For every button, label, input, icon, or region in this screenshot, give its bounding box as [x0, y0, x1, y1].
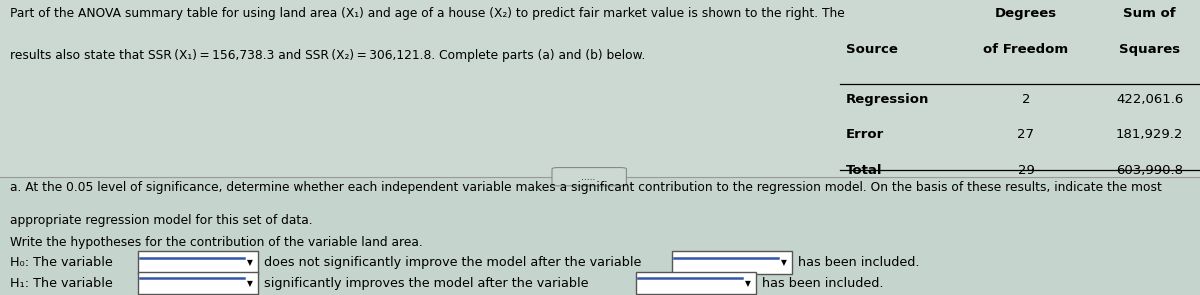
Text: Squares: Squares — [1120, 43, 1180, 56]
Text: Write the hypotheses for the contribution of the variable land area.: Write the hypotheses for the contributio… — [10, 236, 422, 249]
Text: Source: Source — [846, 43, 898, 56]
Text: does not significantly improve the model after the variable: does not significantly improve the model… — [264, 256, 641, 269]
Text: Degrees: Degrees — [995, 7, 1057, 20]
Text: a. At the 0.05 level of significance, determine whether each independent variabl: a. At the 0.05 level of significance, de… — [10, 181, 1162, 194]
Bar — [0, 177, 1200, 295]
Bar — [138, 251, 258, 274]
Text: has been included.: has been included. — [762, 277, 883, 290]
Text: ▼: ▼ — [247, 279, 252, 288]
Text: significantly improves the model after the variable: significantly improves the model after t… — [264, 277, 588, 290]
Text: Error: Error — [846, 128, 884, 141]
Text: 2: 2 — [1021, 93, 1031, 106]
Text: appropriate regression model for this set of data.: appropriate regression model for this se… — [10, 214, 312, 227]
Text: H₀: The variable: H₀: The variable — [10, 256, 113, 269]
Text: 27: 27 — [1018, 128, 1034, 141]
Bar — [636, 272, 756, 294]
Text: 422,061.6: 422,061.6 — [1116, 93, 1183, 106]
Text: 29: 29 — [1018, 164, 1034, 177]
Text: Sum of: Sum of — [1123, 7, 1176, 20]
Bar — [0, 0, 1200, 177]
Text: H₁: The variable: H₁: The variable — [10, 277, 113, 290]
Text: ▼: ▼ — [745, 279, 750, 288]
Text: Part of the ANOVA summary table for using land area (X₁) and age of a house (X₂): Part of the ANOVA summary table for usin… — [10, 7, 845, 20]
Bar — [672, 251, 792, 274]
Text: ▼: ▼ — [781, 258, 786, 267]
Bar — [138, 272, 258, 294]
Text: 603,990.8: 603,990.8 — [1116, 164, 1183, 177]
FancyBboxPatch shape — [552, 168, 626, 186]
Text: has been included.: has been included. — [798, 256, 919, 269]
Text: ▼: ▼ — [247, 258, 252, 267]
Text: results also state that SSR (X₁) = 156,738.3 and SSR (X₂) = 306,121.8. Complete : results also state that SSR (X₁) = 156,7… — [10, 49, 644, 62]
Text: .....: ..... — [581, 173, 595, 181]
Text: Regression: Regression — [846, 93, 929, 106]
Text: Total: Total — [846, 164, 882, 177]
Text: of Freedom: of Freedom — [984, 43, 1068, 56]
Text: 181,929.2: 181,929.2 — [1116, 128, 1183, 141]
